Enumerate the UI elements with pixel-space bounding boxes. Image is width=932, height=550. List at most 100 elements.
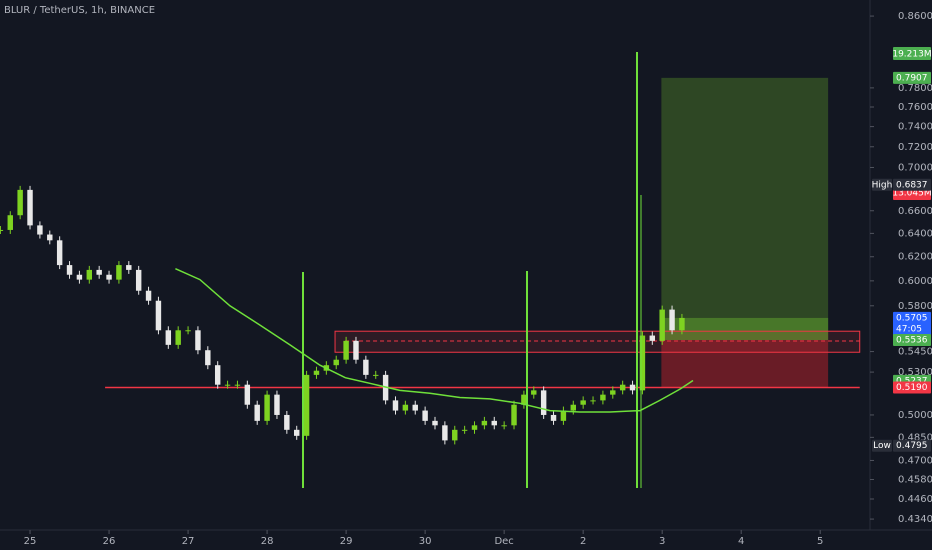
candle: [580, 400, 586, 405]
price-label-box: [893, 439, 931, 452]
candle: [116, 265, 122, 280]
y-tick-label: 0.4700: [898, 455, 932, 466]
candle: [392, 400, 399, 411]
candle: [679, 317, 685, 331]
zone-box: [334, 330, 861, 353]
x-tick-label: 26: [103, 536, 116, 547]
candle: [481, 420, 488, 426]
price-label-box: [893, 334, 931, 347]
y-tick-label: 0.7800: [898, 83, 932, 94]
candle: [254, 404, 260, 421]
volume-label: 13.045M: [892, 189, 931, 199]
candle: [422, 410, 428, 421]
price-label-box: [893, 381, 931, 394]
candle: [234, 384, 241, 386]
candle: [66, 265, 73, 275]
candle: [590, 400, 596, 402]
moving-average: [175, 268, 694, 413]
candle: [17, 189, 23, 216]
candle: [27, 189, 33, 226]
candle: [294, 429, 300, 436]
candle: [96, 269, 102, 275]
candle: [343, 340, 349, 360]
price-label: 0.5190: [896, 383, 928, 393]
candle: [135, 269, 142, 291]
candle: [560, 410, 567, 421]
candle: [303, 374, 310, 436]
volume-label: 19.213M: [892, 50, 931, 60]
candle: [471, 425, 478, 430]
candle: [264, 394, 270, 421]
y-tick-label: 0.6600: [898, 206, 932, 217]
x-tick-label: 29: [340, 536, 353, 547]
y-tick-label: 0.7200: [898, 142, 932, 153]
candle: [175, 330, 181, 345]
price-tag-box: [872, 439, 892, 452]
price-label-box: [893, 178, 931, 191]
y-tick-label: 0.7000: [898, 162, 932, 173]
x-tick-label: 30: [419, 536, 432, 547]
candle: [155, 300, 162, 331]
candle: [649, 335, 656, 341]
candle: [76, 274, 83, 280]
y-tick-label: 0.5800: [898, 301, 932, 312]
x-tick-label: 27: [182, 536, 195, 547]
candle: [511, 404, 517, 426]
candle: [442, 425, 448, 441]
price-label: 0.6837: [896, 180, 928, 190]
y-tick-label: 0.4850: [898, 432, 932, 443]
candle: [373, 374, 379, 376]
candle: [629, 384, 636, 391]
candle: [659, 309, 665, 341]
x-tick-label: Dec: [494, 536, 513, 547]
candle: [521, 394, 527, 405]
candle: [402, 404, 409, 411]
candle: [432, 420, 438, 426]
candle: [7, 215, 13, 230]
candle: [452, 429, 458, 441]
candle: [610, 390, 616, 395]
price-label: 0.5705: [896, 313, 928, 323]
price-tag-box: [872, 178, 892, 191]
x-tick-label: 28: [261, 536, 274, 547]
target-area: [661, 77, 829, 341]
candle: [531, 390, 537, 395]
candle: [47, 234, 53, 241]
candle: [205, 350, 211, 366]
y-tick-label: 0.7600: [898, 102, 932, 113]
candle: [313, 370, 320, 375]
candle: [274, 394, 280, 415]
price-tag: Low: [873, 441, 891, 451]
x-tick-label: 4: [738, 536, 744, 547]
candle: [126, 265, 132, 270]
candle: [195, 330, 201, 351]
candle: [86, 269, 93, 280]
volume-label-box: [893, 47, 931, 60]
chart-title: BLUR / TetherUS, 1h, BINANCE: [4, 5, 155, 16]
candle: [284, 414, 290, 430]
y-tick-label: 0.8600: [898, 11, 932, 22]
y-tick-label: 0.6200: [898, 252, 932, 263]
candle: [145, 290, 152, 301]
price-label: 0.7907: [896, 73, 928, 83]
candle: [550, 414, 557, 421]
y-tick-label: 0.5000: [898, 410, 932, 421]
y-tick-label: 0.5300: [898, 367, 932, 378]
price-tag: High: [872, 180, 893, 190]
candle: [491, 420, 497, 426]
y-tick-label: 0.4460: [898, 494, 932, 505]
stop-area: [661, 340, 829, 388]
y-tick-label: 0.4340: [898, 514, 932, 525]
x-tick-label: 25: [24, 536, 37, 547]
candle: [333, 359, 339, 366]
y-tick-label: 0.6000: [898, 276, 932, 287]
candle: [619, 384, 626, 391]
candle: [669, 309, 675, 331]
price-label: 0.5237: [896, 376, 928, 386]
candle: [461, 429, 468, 431]
candle: [165, 330, 172, 345]
plot-area: [0, 77, 861, 445]
y-tick-label: 0.5450: [898, 347, 932, 358]
countdown-label: 47:05: [896, 324, 922, 334]
candle: [363, 359, 369, 375]
